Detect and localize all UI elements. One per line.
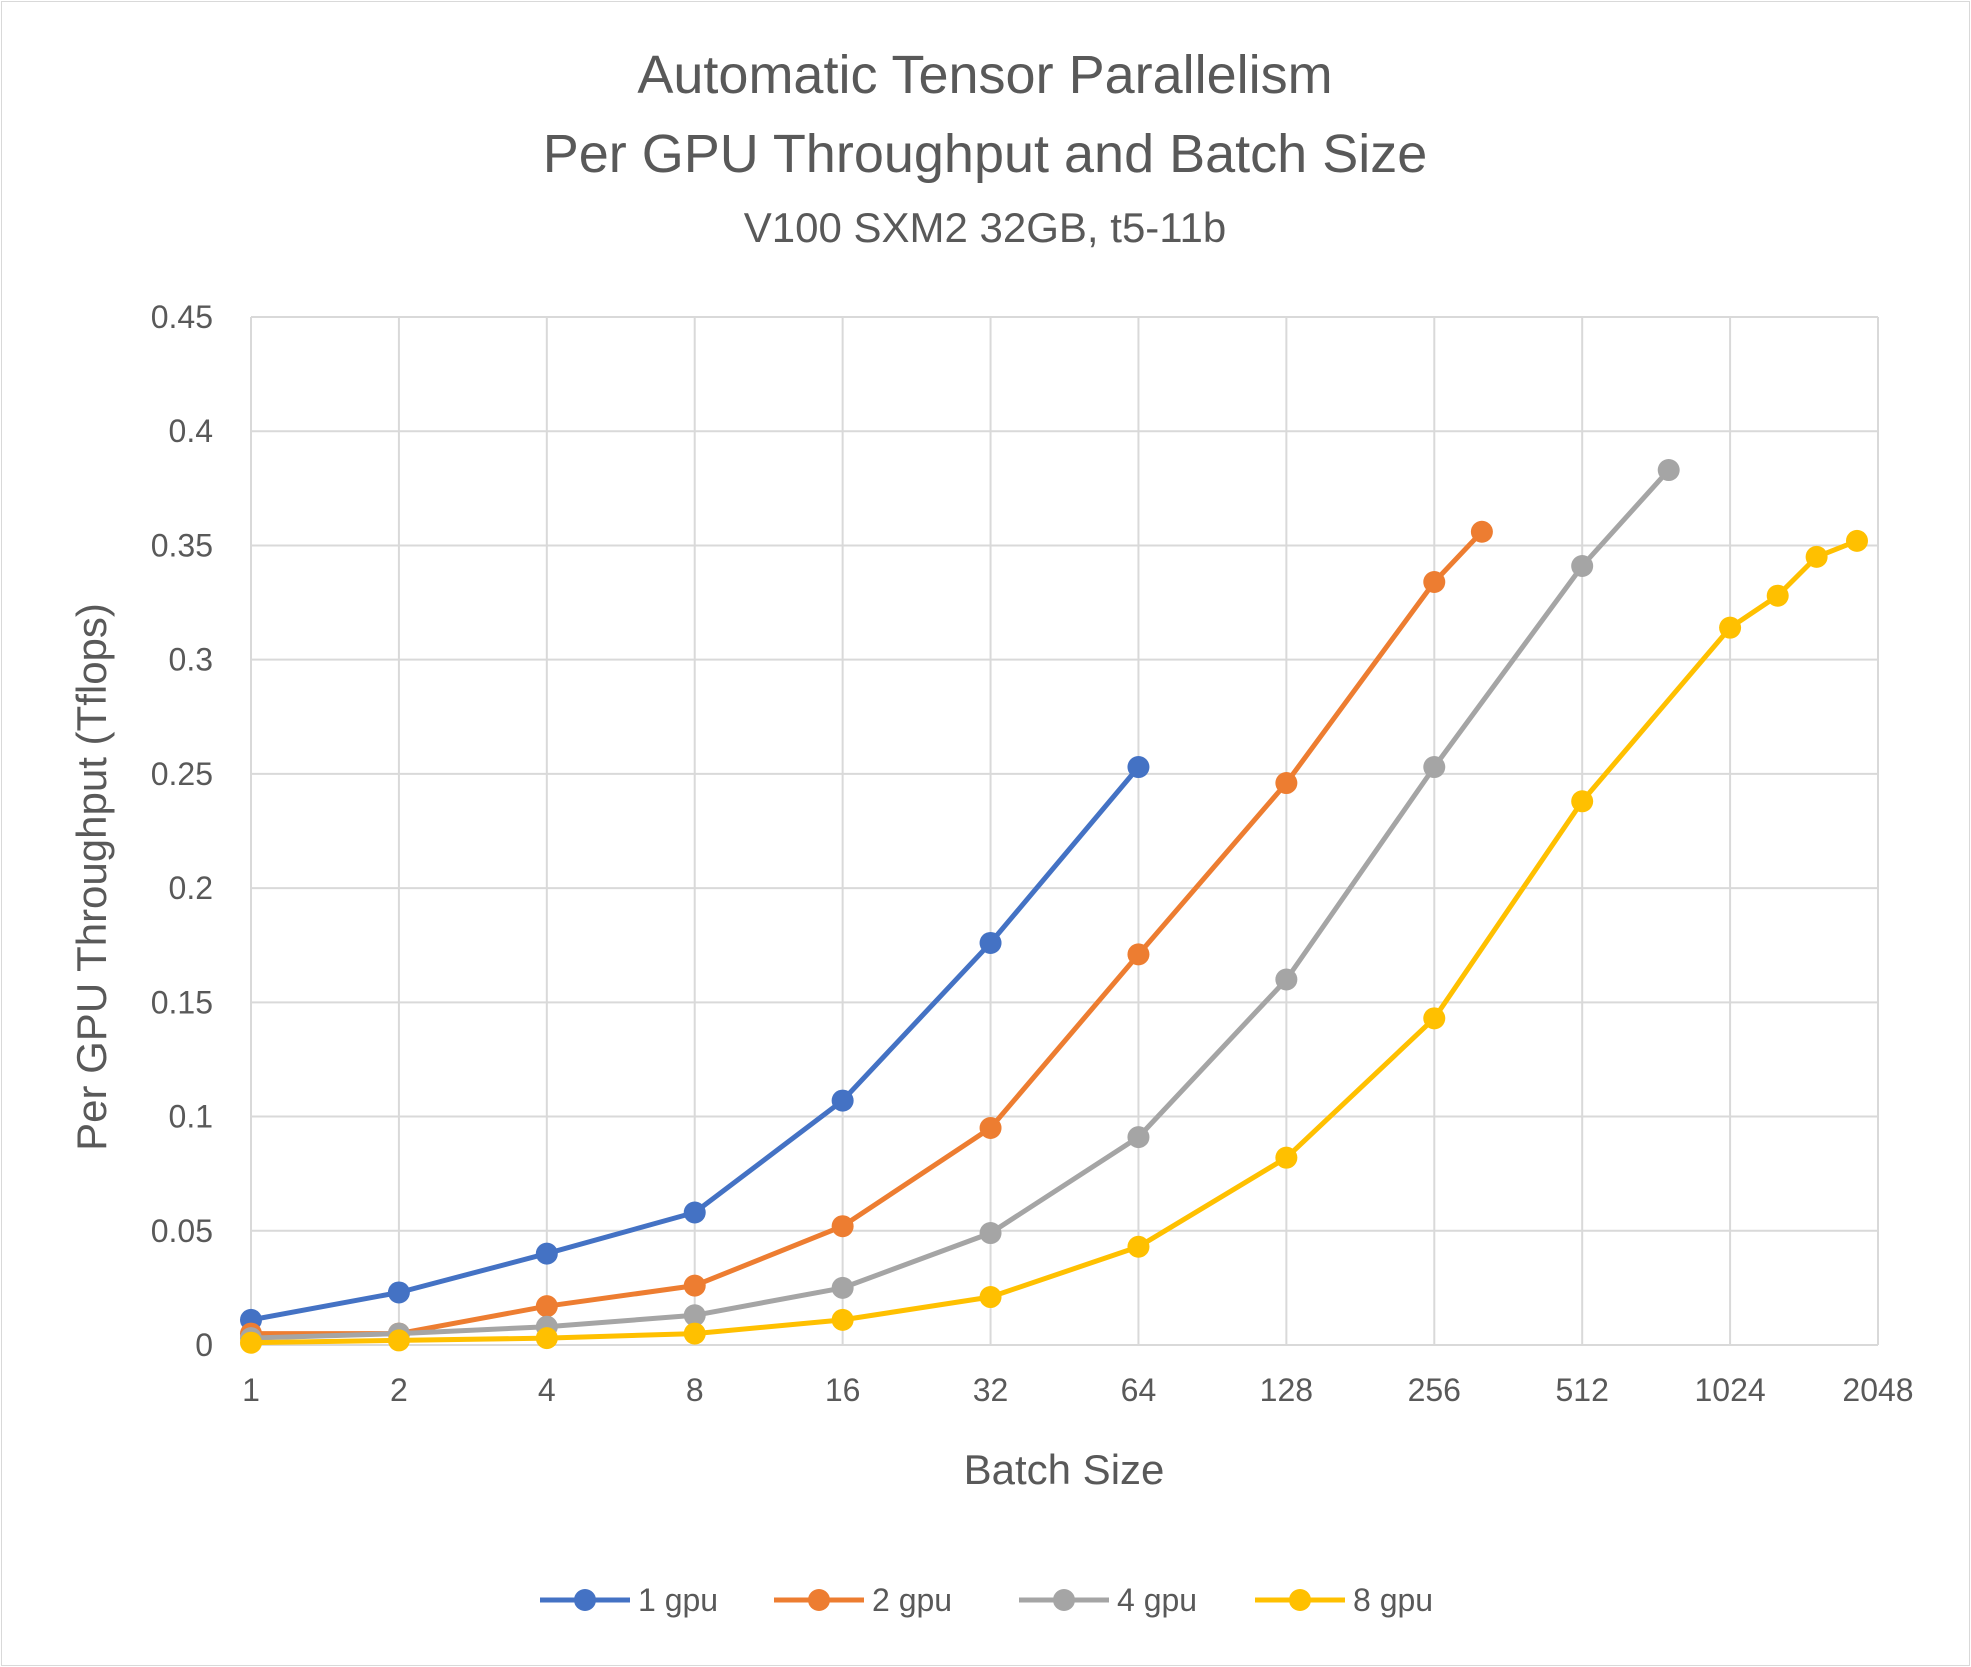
x-tick-label: 8: [686, 1372, 704, 1408]
series-lines: [240, 459, 1868, 1354]
data-point-4-gpu: [1657, 459, 1680, 482]
legend-marker-8-gpu: [1289, 1589, 1311, 1611]
data-point-2-gpu: [1127, 943, 1150, 966]
y-tick-label: 0.1: [169, 1099, 213, 1135]
y-axis-title: Per GPU Throughput (Tflops): [68, 603, 115, 1151]
data-point-4-gpu: [831, 1276, 854, 1299]
data-point-1-gpu: [831, 1089, 854, 1112]
y-tick-label: 0.15: [151, 984, 213, 1020]
y-tick-label: 0.35: [151, 527, 213, 563]
legend-marker-2-gpu: [808, 1589, 830, 1611]
axes: 0 0.05 0.1 0.15 0.2 0.25 0.3 0.35 0.4 0.45 1 2 4 8 16 3…: [151, 299, 1914, 1408]
legend-marker-1-gpu: [574, 1589, 596, 1611]
y-tick-label: 0.45: [151, 299, 213, 335]
data-point-8-gpu: [1571, 790, 1594, 813]
data-point-8-gpu: [831, 1308, 854, 1331]
series-2-gpu: [240, 520, 1493, 1345]
y-tick-label: 0.05: [151, 1213, 213, 1249]
legend-item-2-gpu: 2 gpu: [774, 1582, 952, 1618]
data-point-8-gpu: [1719, 616, 1742, 639]
y-tick-label: 0.3: [169, 642, 213, 678]
x-tick-label: 256: [1408, 1372, 1461, 1408]
data-point-2-gpu: [1275, 772, 1298, 795]
x-tick-label: 1: [242, 1372, 260, 1408]
data-point-4-gpu: [1571, 555, 1594, 578]
series-line-4-gpu: [248, 467, 1672, 1341]
legend: 1 gpu 2 gpu 4 gpu 8 gpu: [540, 1582, 1433, 1618]
series-line-2-gpu: [248, 529, 1485, 1337]
data-point-8-gpu: [979, 1286, 1002, 1309]
data-point-2-gpu: [979, 1116, 1002, 1139]
x-axis-title: Batch Size: [964, 1446, 1165, 1493]
data-point-1-gpu: [1127, 756, 1150, 779]
y-tick-label: 0.4: [169, 413, 213, 449]
y-tick-label: 0.2: [169, 870, 213, 906]
data-point-4-gpu: [979, 1222, 1002, 1245]
data-point-8-gpu: [1275, 1146, 1298, 1169]
legend-label-1-gpu: 1 gpu: [638, 1582, 718, 1618]
data-point-4-gpu: [1127, 1126, 1150, 1149]
data-point-8-gpu: [1845, 529, 1868, 552]
y-tick-label: 0: [195, 1327, 213, 1363]
chart-subtitle: V100 SXM2 32GB, t5-11b: [744, 204, 1227, 251]
data-point-8-gpu: [387, 1329, 410, 1352]
data-point-4-gpu: [683, 1304, 706, 1327]
x-tick-label: 512: [1555, 1372, 1608, 1408]
data-point-4-gpu: [1423, 756, 1446, 779]
series-4-gpu: [240, 459, 1680, 1350]
x-tick-label: 1024: [1694, 1372, 1765, 1408]
x-tick-label: 16: [825, 1372, 861, 1408]
y-tick-label: 0.25: [151, 756, 213, 792]
legend-marker-4-gpu: [1053, 1589, 1075, 1611]
data-point-8-gpu: [535, 1327, 558, 1350]
x-tick-label: 64: [1121, 1372, 1157, 1408]
legend-item-4-gpu: 4 gpu: [1019, 1582, 1197, 1618]
data-point-2-gpu: [535, 1295, 558, 1318]
data-point-1-gpu: [683, 1201, 706, 1224]
chart-title-line2: Per GPU Throughput and Batch Size: [543, 124, 1428, 184]
data-point-8-gpu: [1423, 1007, 1446, 1030]
x-tick-label: 4: [538, 1372, 556, 1408]
data-point-2-gpu: [1423, 570, 1446, 593]
data-point-2-gpu: [831, 1215, 854, 1238]
data-point-8-gpu: [240, 1331, 262, 1354]
x-tick-label: 128: [1260, 1372, 1313, 1408]
legend-item-1-gpu: 1 gpu: [540, 1582, 718, 1618]
legend-label-2-gpu: 2 gpu: [872, 1582, 952, 1618]
series-8-gpu: [240, 529, 1868, 1354]
data-point-8-gpu: [1805, 545, 1828, 568]
data-point-8-gpu: [1127, 1235, 1150, 1258]
grid: [250, 316, 1879, 1345]
data-point-2-gpu: [683, 1274, 706, 1297]
data-point-8-gpu: [683, 1322, 706, 1345]
legend-label-4-gpu: 4 gpu: [1117, 1582, 1197, 1618]
legend-item-8-gpu: 8 gpu: [1255, 1582, 1433, 1618]
x-tick-label: 2048: [1842, 1372, 1913, 1408]
data-point-2-gpu: [1470, 520, 1493, 543]
legend-label-8-gpu: 8 gpu: [1353, 1582, 1433, 1618]
chart-title: Automatic Tensor Parallelism: [637, 45, 1332, 105]
data-point-1-gpu: [535, 1242, 558, 1265]
data-point-8-gpu: [1766, 584, 1789, 607]
x-tick-label: 32: [973, 1372, 1009, 1408]
data-point-1-gpu: [387, 1281, 410, 1304]
data-point-4-gpu: [1275, 968, 1298, 991]
x-tick-label: 2: [390, 1372, 408, 1408]
data-point-1-gpu: [979, 931, 1002, 954]
series-line-8-gpu: [248, 538, 1860, 1346]
